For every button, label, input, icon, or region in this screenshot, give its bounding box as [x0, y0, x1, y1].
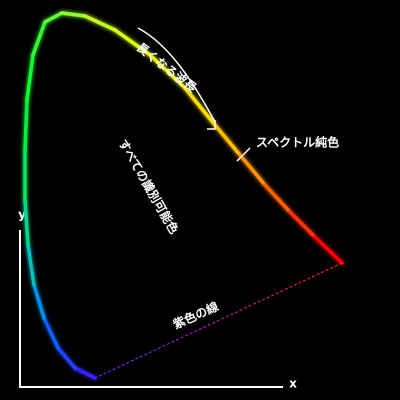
- x-axis-label: x: [289, 377, 297, 391]
- locus-segment: [313, 235, 344, 265]
- locus-segment: [23, 198, 30, 247]
- arrow-head: [207, 120, 216, 130]
- spectral-locus: [23, 11, 344, 380]
- locus-segment: [42, 316, 60, 350]
- locus-segment: [25, 53, 35, 102]
- leader-line: [236, 147, 251, 162]
- locus-segment: [213, 123, 242, 157]
- spectral-label: スペクトル純色: [256, 135, 339, 150]
- locus-segment: [32, 283, 46, 320]
- locus-segment: [263, 183, 292, 214]
- locus-segment: [288, 210, 317, 239]
- locus-segment: [148, 53, 187, 90]
- locus-segment: [73, 366, 97, 380]
- locus-segment: [56, 346, 77, 370]
- locus-segment: [238, 153, 267, 187]
- locus-segment: [26, 243, 36, 287]
- locus-segment: [60, 11, 87, 18]
- axes: [19, 230, 283, 388]
- locus-segment: [31, 20, 47, 57]
- locus-segment: [83, 14, 117, 32]
- locus-segment: [43, 11, 64, 24]
- locus-segment: [183, 86, 217, 127]
- wavelength-arrow: [137, 27, 216, 123]
- y-axis-label: y: [18, 208, 26, 222]
- purple-line: [94, 262, 343, 379]
- locus-segment: [113, 28, 152, 57]
- locus-segment: [23, 98, 29, 152]
